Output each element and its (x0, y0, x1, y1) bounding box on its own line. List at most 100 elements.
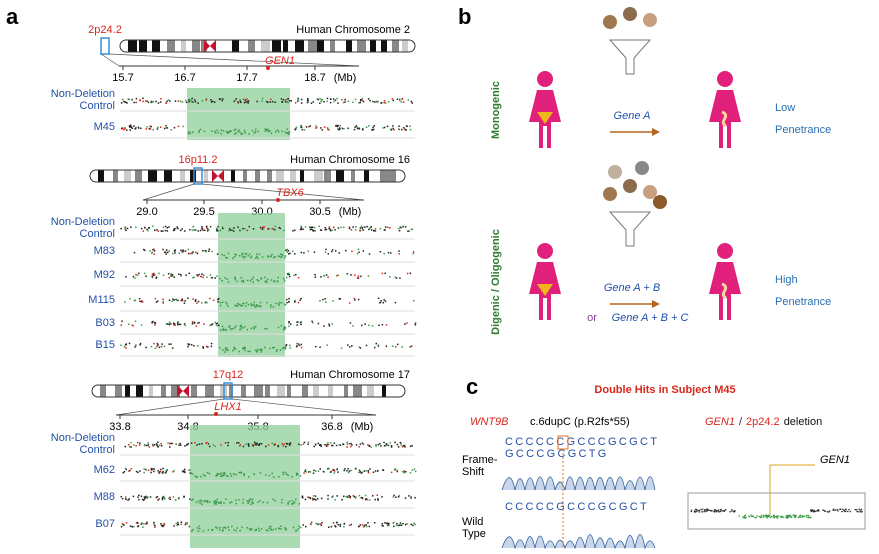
chromosome-name: Human Chromosome 17 (290, 369, 410, 381)
data-dot (129, 124, 132, 127)
data-dot (283, 280, 286, 282)
data-dot (285, 528, 287, 530)
data-dot (288, 444, 291, 446)
cnv-dot (842, 508, 844, 510)
ideogram-band (344, 385, 348, 397)
data-dot (160, 468, 162, 471)
data-dot (198, 443, 201, 445)
data-dot (220, 472, 222, 474)
data-dot (153, 523, 155, 525)
data-dot (249, 350, 251, 353)
data-dot (384, 102, 387, 104)
data-dot (267, 130, 270, 133)
data-dot (365, 523, 367, 526)
data-dot (339, 525, 341, 527)
data-dot (206, 228, 209, 230)
data-dot (131, 324, 134, 327)
data-dot (251, 444, 254, 446)
data-dot (241, 280, 243, 282)
data-dot (145, 346, 147, 349)
data-dot (234, 277, 236, 280)
data-dot (237, 100, 239, 103)
data-dot (143, 471, 145, 474)
data-dot (254, 529, 256, 532)
data-dot (171, 274, 174, 276)
data-dot (411, 469, 414, 471)
cnv-dot (814, 510, 816, 513)
data-dot (140, 523, 143, 525)
cnv-dot (766, 517, 768, 519)
data-dot (243, 101, 246, 104)
data-dot (130, 441, 132, 444)
data-dot (141, 300, 143, 302)
data-dot (190, 100, 193, 103)
data-dot (260, 442, 263, 445)
data-dot (324, 227, 327, 229)
data-dot (333, 100, 335, 103)
tick-label: 18.7 (304, 72, 325, 84)
data-dot (381, 272, 384, 275)
data-dot (291, 475, 293, 478)
data-dot (171, 275, 174, 277)
data-dot (299, 299, 301, 301)
data-dot (255, 442, 258, 444)
data-dot (220, 329, 222, 331)
cnv-dot (846, 510, 849, 513)
data-dot (148, 446, 151, 448)
data-dot (213, 502, 216, 504)
data-dot (277, 527, 280, 529)
data-dot (245, 252, 248, 255)
data-dot (165, 253, 167, 255)
ideogram-band (330, 40, 335, 52)
cnv-dot (832, 509, 834, 511)
data-dot (410, 496, 412, 498)
data-dot (337, 124, 339, 127)
data-dot (205, 226, 208, 229)
data-dot (157, 441, 159, 444)
cnv-dot (861, 510, 863, 513)
data-dot (139, 442, 141, 444)
data-dot (338, 127, 341, 129)
data-dot (319, 444, 322, 446)
data-dot (364, 524, 366, 527)
data-dot (225, 256, 227, 259)
data-dot (224, 351, 226, 353)
data-dot (189, 498, 191, 500)
gene-combo: Gene A (614, 110, 651, 122)
data-dot (301, 128, 304, 131)
data-dot (187, 442, 190, 445)
data-dot (298, 344, 301, 347)
data-dot (375, 342, 378, 345)
data-dot (266, 128, 268, 131)
ideogram-band (308, 40, 317, 52)
data-dot (288, 500, 291, 503)
data-dot (156, 300, 159, 303)
data-dot (163, 523, 166, 526)
data-dot (247, 100, 249, 102)
data-dot (399, 226, 401, 228)
data-dot (151, 276, 154, 279)
data-dot (239, 229, 242, 232)
data-dot (251, 278, 253, 281)
data-dot (273, 228, 275, 231)
data-dot (274, 499, 277, 502)
data-dot (357, 298, 360, 301)
sample-label: M88 (94, 491, 115, 503)
data-dot (377, 498, 379, 500)
data-dot (130, 126, 133, 129)
sample-label: Non-Deletion (51, 216, 115, 228)
data-dot (259, 472, 262, 474)
data-dot (361, 324, 363, 327)
data-dot (353, 495, 356, 498)
data-dot (393, 129, 395, 131)
data-dot (330, 98, 332, 100)
data-dot (399, 522, 402, 524)
data-dot (410, 228, 413, 231)
data-dot (267, 101, 269, 104)
data-dot (404, 128, 406, 130)
kidney-marker (721, 282, 728, 300)
data-dot (264, 281, 267, 283)
data-dot (365, 469, 367, 472)
data-dot (320, 100, 323, 103)
data-dot (205, 345, 208, 348)
